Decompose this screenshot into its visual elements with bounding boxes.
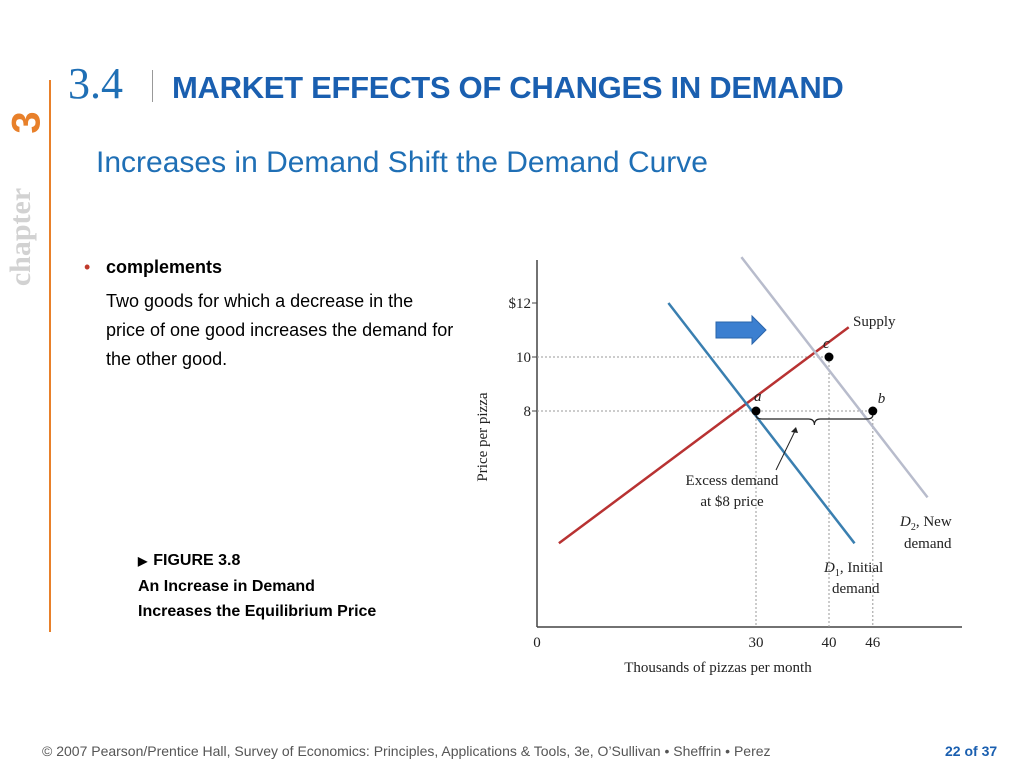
x-tick-label: 46 — [865, 635, 881, 651]
excess-demand-label: Excess demand — [686, 473, 779, 489]
figure-caption: ▶ FIGURE 3.8 An Increase in Demand Increa… — [138, 548, 376, 624]
excess-demand-brace — [755, 414, 874, 426]
point-label-c: c — [823, 336, 830, 352]
supply-curve — [558, 326, 850, 545]
section-divider — [152, 70, 153, 102]
excess-demand-label-line2: at $8 price — [700, 494, 764, 510]
point-label-b: b — [878, 391, 886, 407]
pointer-arrowhead-icon — [791, 427, 798, 433]
triangle-right-icon: ▶ — [138, 554, 148, 568]
d1-label: D1, Initial — [823, 560, 883, 579]
figure-label: FIGURE 3.8 — [153, 552, 241, 569]
x-tick-label: 30 — [749, 635, 764, 651]
d1-label-line2: demand — [832, 581, 880, 597]
slide-title: MARKET EFFECTS OF CHANGES IN DEMAND — [172, 70, 844, 105]
figure-caption-line1: An Increase in Demand — [138, 578, 315, 595]
chapter-number: 3 — [4, 111, 49, 134]
d2-curve — [740, 256, 929, 499]
y-tick-label: $12 — [509, 296, 532, 312]
supply-label: Supply — [853, 314, 896, 330]
chapter-side-tab: chapter 3 — [0, 80, 52, 640]
excess-demand-pointer — [775, 428, 797, 471]
page-number: 22 of 37 — [945, 743, 998, 759]
side-divider — [49, 80, 51, 632]
bullet-definition: Two goods for which a decrease in the pr… — [106, 291, 454, 369]
bullet-dot-icon: • — [84, 257, 91, 277]
market-chart: $12 10 8 0 30 40 46 Thousands of pizzas per mon… — [475, 256, 962, 676]
x-tick-label: 40 — [822, 635, 837, 651]
point-a — [751, 406, 761, 416]
y-axis-label: Price per pizza — [475, 392, 491, 481]
x-tick-label: 0 — [533, 635, 541, 651]
point-b — [868, 406, 878, 416]
y-tick-label: 10 — [516, 350, 531, 366]
chapter-label: chapter — [4, 187, 38, 287]
y-tick-label: 8 — [524, 404, 532, 420]
section-number: 3.4 — [68, 59, 123, 108]
d2-label: D2, New — [899, 514, 952, 533]
footer-credit: © 2007 Pearson/Prentice Hall, Survey of … — [42, 743, 771, 759]
d2-label-line2: demand — [904, 536, 952, 552]
point-c — [824, 352, 834, 362]
slide-subtitle: Increases in Demand Shift the Demand Cur… — [96, 146, 708, 179]
d1-curve — [667, 302, 856, 545]
bullet-term: complements — [106, 257, 223, 277]
point-label-a: a — [754, 389, 762, 405]
shift-arrow-icon — [715, 314, 767, 346]
x-axis-label: Thousands of pizzas per month — [624, 660, 812, 676]
figure-caption-line2: Increases the Equilibrium Price — [138, 603, 377, 620]
